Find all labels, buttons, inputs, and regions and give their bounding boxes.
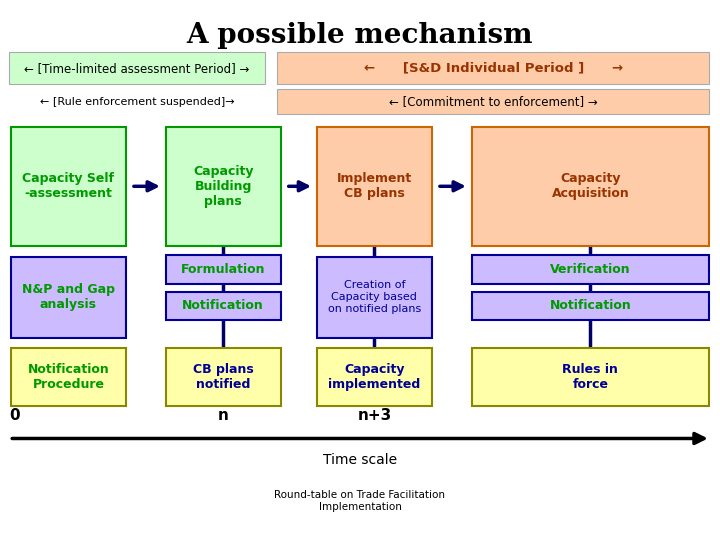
Text: ← [Commitment to enforcement] →: ← [Commitment to enforcement] → — [389, 95, 598, 108]
Text: Implement
CB plans: Implement CB plans — [337, 172, 412, 200]
Text: 0: 0 — [9, 408, 20, 423]
FancyBboxPatch shape — [472, 127, 709, 246]
Text: Notification: Notification — [182, 299, 264, 312]
Text: Rules in
force: Rules in force — [562, 363, 618, 391]
Text: Creation of
Capacity based
on notified plans: Creation of Capacity based on notified p… — [328, 280, 421, 314]
Text: ← [Time-limited assessment Period] →: ← [Time-limited assessment Period] → — [24, 62, 250, 75]
FancyBboxPatch shape — [317, 348, 432, 406]
FancyBboxPatch shape — [472, 348, 709, 406]
Text: Verification: Verification — [550, 263, 631, 276]
Text: N&P and Gap
analysis: N&P and Gap analysis — [22, 283, 115, 311]
FancyBboxPatch shape — [11, 127, 126, 246]
FancyBboxPatch shape — [11, 348, 126, 406]
Text: n+3: n+3 — [357, 408, 392, 423]
Text: ←      [S&D Individual Period ]      →: ← [S&D Individual Period ] → — [364, 62, 623, 75]
FancyBboxPatch shape — [166, 255, 281, 284]
Text: Capacity
Building
plans: Capacity Building plans — [193, 165, 253, 208]
FancyBboxPatch shape — [11, 256, 126, 338]
Text: Capacity
implemented: Capacity implemented — [328, 363, 420, 391]
Text: CB plans
notified: CB plans notified — [193, 363, 253, 391]
FancyBboxPatch shape — [277, 89, 709, 114]
FancyBboxPatch shape — [9, 89, 265, 114]
Text: ← [Rule enforcement suspended]→: ← [Rule enforcement suspended]→ — [40, 97, 235, 106]
Text: Capacity
Acquisition: Capacity Acquisition — [552, 172, 629, 200]
FancyBboxPatch shape — [472, 255, 709, 284]
Text: Formulation: Formulation — [181, 263, 266, 276]
FancyBboxPatch shape — [9, 52, 265, 84]
FancyBboxPatch shape — [166, 292, 281, 320]
FancyBboxPatch shape — [277, 52, 709, 84]
FancyBboxPatch shape — [166, 348, 281, 406]
Text: Notification
Procedure: Notification Procedure — [27, 363, 109, 391]
Text: Round-table on Trade Facilitation
Implementation: Round-table on Trade Facilitation Implem… — [274, 490, 446, 512]
FancyBboxPatch shape — [317, 127, 432, 246]
Text: Capacity Self
-assessment: Capacity Self -assessment — [22, 172, 114, 200]
Text: Time scale: Time scale — [323, 453, 397, 467]
FancyBboxPatch shape — [472, 292, 709, 320]
Text: A possible mechanism: A possible mechanism — [186, 22, 534, 49]
Text: Notification: Notification — [549, 299, 631, 312]
FancyBboxPatch shape — [317, 256, 432, 338]
Text: n: n — [217, 408, 229, 423]
FancyBboxPatch shape — [166, 127, 281, 246]
